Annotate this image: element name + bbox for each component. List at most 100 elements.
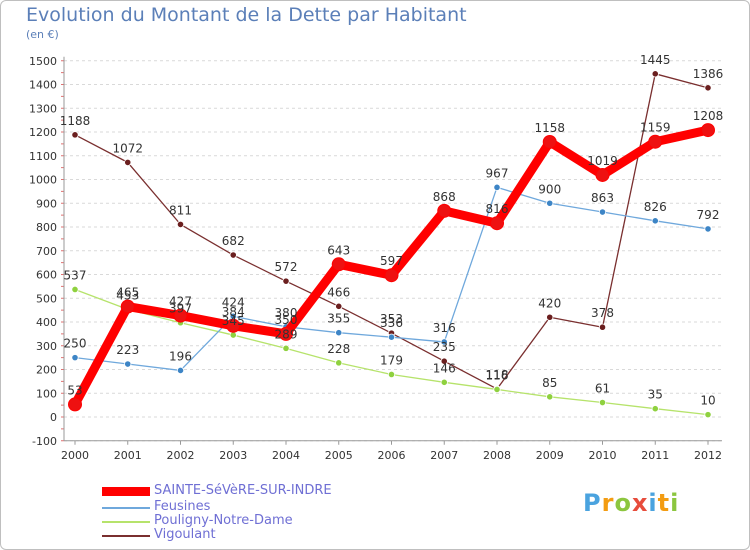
- data-point: [493, 385, 501, 394]
- data-label: 643: [327, 243, 350, 257]
- data-point: [701, 123, 715, 138]
- logo-letter: t: [657, 489, 671, 517]
- data-label: 1188: [60, 114, 91, 128]
- data-label: 816: [486, 202, 509, 216]
- x-tick-label: 2003: [219, 449, 247, 462]
- data-label: 1208: [693, 109, 724, 123]
- data-point: [335, 329, 343, 337]
- data-point: [71, 131, 79, 139]
- y-tick-label: 1400: [29, 79, 57, 92]
- data-point: [651, 70, 659, 78]
- data-point: [387, 370, 396, 379]
- data-label: 235: [433, 340, 456, 354]
- data-point: [229, 331, 237, 339]
- data-label: 196: [169, 349, 192, 363]
- y-tick-label: 900: [36, 197, 57, 210]
- data-label: 453: [116, 288, 139, 302]
- data-label: 863: [591, 191, 614, 205]
- data-label: 572: [275, 260, 298, 274]
- y-tick-label: 400: [36, 316, 57, 329]
- data-label: 53: [67, 383, 82, 397]
- x-tick-label: 2011: [641, 449, 669, 462]
- logo-letter: i: [648, 489, 658, 517]
- series-layer: [68, 70, 715, 419]
- data-point: [229, 251, 237, 259]
- logo-letter: x: [631, 489, 649, 517]
- legend-swatch: [102, 487, 150, 496]
- logo-letter: P: [583, 489, 602, 517]
- chart-title: Evolution du Montant de la Dette par Hab…: [26, 4, 467, 26]
- y-tick-label: 600: [36, 269, 57, 282]
- data-label: 146: [433, 361, 456, 375]
- x-tick-label: 2009: [536, 449, 564, 462]
- data-label: 378: [591, 306, 614, 320]
- data-point: [173, 308, 188, 323]
- data-point: [595, 167, 610, 182]
- data-label: 85: [542, 376, 557, 390]
- data-label: 336: [380, 316, 403, 330]
- logo-letter: o: [614, 489, 632, 517]
- data-point: [331, 257, 346, 272]
- data-point: [226, 318, 241, 333]
- data-label: 1445: [640, 53, 671, 67]
- data-point: [651, 217, 659, 225]
- x-tick-label: 2006: [378, 449, 406, 462]
- data-point: [335, 359, 343, 367]
- data-point: [124, 360, 132, 368]
- data-point: [440, 378, 448, 386]
- data-label: 250: [64, 337, 87, 351]
- series-line: [74, 73, 709, 390]
- y-tick-label: 1200: [29, 126, 57, 139]
- data-point: [598, 323, 607, 331]
- data-label: 316: [433, 321, 456, 335]
- data-point: [387, 333, 396, 341]
- data-point: [546, 393, 554, 401]
- data-label-layer: 53 465 427 384 350 643 597 868 816 1158 1019 1159 12…: [60, 53, 724, 408]
- x-tick-label: 2004: [272, 449, 300, 462]
- data-point: [440, 357, 448, 365]
- data-label: 424: [222, 295, 245, 309]
- y-tick-label: 800: [36, 221, 57, 234]
- data-point: [704, 84, 712, 92]
- data-label: 61: [595, 382, 610, 396]
- data-label: 1159: [640, 121, 671, 135]
- data-point: [282, 344, 290, 352]
- data-label: 345: [222, 314, 245, 328]
- data-label: 811: [169, 203, 192, 217]
- data-point: [651, 405, 659, 413]
- data-label: 1072: [112, 141, 143, 155]
- data-point: [120, 299, 135, 314]
- data-point: [542, 134, 557, 149]
- x-tick-label: 2008: [483, 449, 511, 462]
- data-point: [71, 285, 79, 294]
- data-label: 228: [327, 342, 350, 356]
- y-tick-label: 500: [36, 292, 57, 305]
- data-point: [598, 398, 607, 407]
- proxiti-logo: Proxiti: [583, 489, 679, 517]
- y-tick-label: 100: [36, 387, 57, 400]
- axis-layer: -100 0 100 200 300 400 500 600 700 800 900 1000 1100…: [29, 55, 722, 462]
- data-label: 427: [169, 295, 192, 309]
- data-label: 10: [700, 394, 715, 408]
- legend-label: Feusines: [154, 499, 211, 514]
- data-point: [279, 326, 293, 341]
- data-point: [124, 158, 132, 166]
- data-label: 397: [169, 302, 192, 316]
- data-point: [704, 225, 712, 233]
- data-point: [335, 302, 343, 310]
- x-tick-label: 2002: [167, 449, 195, 462]
- data-label: 116: [486, 368, 509, 382]
- data-point: [437, 203, 452, 218]
- x-tick-label: 2001: [114, 449, 142, 462]
- data-label: 682: [222, 234, 245, 248]
- x-tick-label: 2007: [430, 449, 458, 462]
- y-tick-label: 1000: [29, 174, 57, 187]
- data-label: 466: [327, 285, 350, 299]
- data-point: [493, 183, 501, 191]
- data-label: 384: [222, 305, 245, 319]
- logo-letter: i: [670, 489, 680, 517]
- y-tick-label: 300: [36, 340, 57, 353]
- data-point: [648, 134, 663, 149]
- data-label: 289: [275, 327, 298, 341]
